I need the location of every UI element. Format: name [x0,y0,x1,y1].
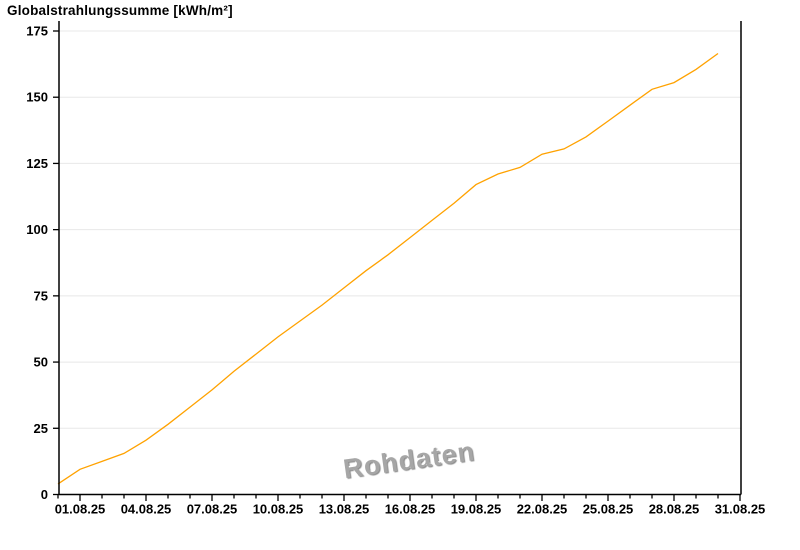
x-tick-label-28.08.25: 28.08.25 [649,502,700,517]
y-tick-label-50: 50 [34,355,48,370]
x-tick-label-19.08.25: 19.08.25 [451,502,502,517]
series-line-globalstrahlung [57,52,719,485]
x-tick-label-10.08.25: 10.08.25 [253,502,304,517]
x-tick-label-04.08.25: 04.08.25 [121,502,172,517]
y-tick-label-175: 175 [26,24,48,39]
x-tick-label-22.08.25: 22.08.25 [517,502,568,517]
x-tick-label-13.08.25: 13.08.25 [319,502,370,517]
chart-title: Globalstrahlungssumme [kWh/m²] [7,3,233,18]
y-tick-label-25: 25 [34,421,48,436]
y-tick-label-100: 100 [26,222,48,237]
x-tick-label-07.08.25: 07.08.25 [187,502,238,517]
x-tick-label-01.08.25: 01.08.25 [55,502,106,517]
x-tick-label-25.08.25: 25.08.25 [583,502,634,517]
x-tick-label-31.08.25: 31.08.25 [715,502,766,517]
y-tick-label-0: 0 [41,487,48,502]
y-tick-label-125: 125 [26,156,48,171]
y-tick-label-150: 150 [26,90,48,105]
y-tick-label-75: 75 [34,288,48,303]
x-tick-label-16.08.25: 16.08.25 [385,502,436,517]
